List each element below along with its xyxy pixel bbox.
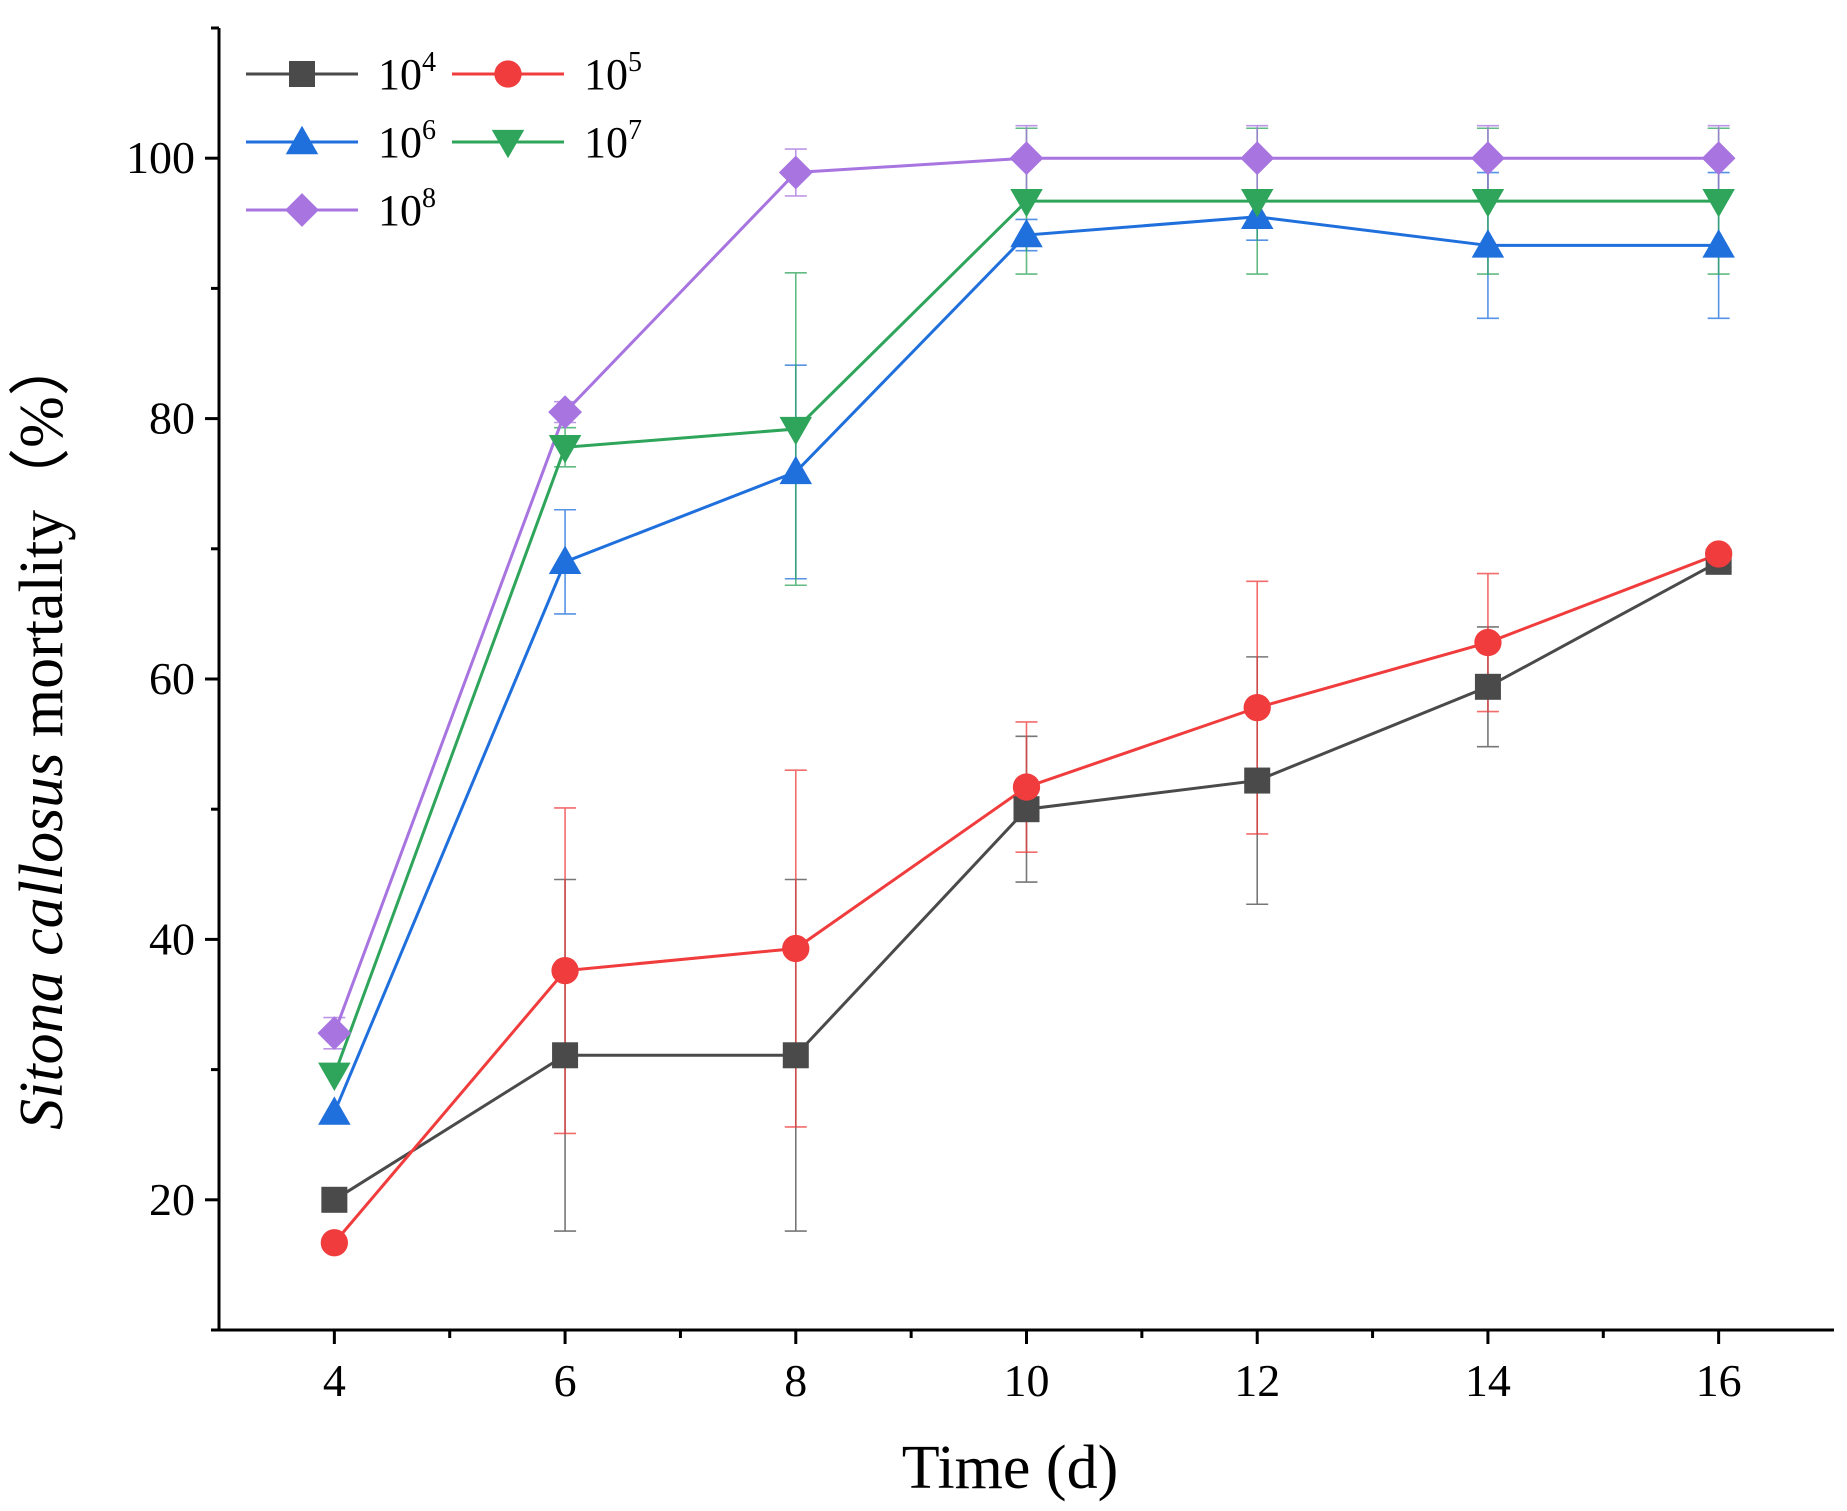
x-tick-label-12: 12	[1234, 1355, 1280, 1406]
point-series-10-5-x6	[551, 956, 579, 985]
x-axis-title: Time (d)	[902, 1434, 1118, 1502]
y-axis-title-measure: mortality	[8, 510, 76, 753]
point-series-10-5-x12	[1243, 693, 1271, 722]
legend-marker-10-5	[494, 60, 522, 88]
legend: 104 105 106 107 108	[246, 47, 642, 235]
point-series-10-7-x6	[548, 435, 582, 464]
point-series-10-8-x16	[1701, 141, 1736, 176]
x-tick-label-8: 8	[784, 1355, 807, 1406]
x-tick-label-4: 4	[323, 1355, 346, 1406]
legend-entry-10-7: 107	[452, 115, 642, 167]
line-series-10-8	[332, 156, 1719, 1034]
axes-layer: 20 40 60 80 100 4 6 8 10 12 14 16	[126, 26, 1834, 1406]
point-series-10-8-x4	[317, 1016, 352, 1051]
y-tick-label-20: 20	[149, 1174, 195, 1225]
point-series-10-6-x6	[548, 545, 582, 575]
point-series-10-5-x8	[782, 934, 810, 963]
point-series-10-4-x8	[782, 1042, 809, 1069]
legend-label-10-4: 104	[378, 47, 436, 99]
legend-label-10-5: 105	[584, 47, 642, 99]
point-series-10-8-x14	[1471, 141, 1505, 176]
legend-entry-10-5: 105	[452, 47, 642, 99]
point-series-10-5-x4	[320, 1229, 349, 1257]
y-tick-label-100: 100	[126, 132, 195, 183]
point-series-10-6-x16	[1702, 229, 1735, 258]
x-tick-label-6: 6	[554, 1355, 577, 1406]
y-axis-title-species: Sitona callosus	[8, 753, 76, 1130]
line-series-10-7	[332, 199, 1719, 1076]
point-series-10-4-x6	[552, 1042, 579, 1069]
x-tick-label-10: 10	[1004, 1355, 1050, 1406]
point-series-10-7-x10	[1010, 188, 1043, 218]
x-tick-label-14: 14	[1465, 1355, 1511, 1406]
point-series-10-7-x8	[779, 416, 813, 446]
point-series-10-6-x8	[779, 455, 813, 485]
point-series-10-8-x12	[1240, 141, 1275, 176]
point-series-10-8-x10	[1009, 141, 1044, 176]
point-series-10-4-x4	[321, 1186, 348, 1213]
markers-layer	[317, 141, 1736, 1257]
point-series-10-5-x14	[1474, 628, 1502, 657]
point-series-10-5-x10	[1012, 773, 1041, 801]
point-series-10-4-x12	[1244, 767, 1271, 794]
point-series-10-8-x8	[778, 155, 813, 190]
point-series-10-6-x14	[1471, 229, 1505, 258]
point-series-10-7-x16	[1702, 188, 1735, 218]
legend-label-10-6: 106	[378, 115, 436, 167]
y-tick-label-40: 40	[149, 913, 195, 964]
y-axis-title: Sitona callosus mortality（%）	[8, 334, 76, 1130]
legend-marker-10-6	[285, 125, 319, 155]
legend-marker-10-4	[289, 61, 315, 87]
legend-entry-10-8: 108	[246, 183, 436, 235]
legend-marker-10-7	[491, 129, 525, 159]
point-series-10-4-x14	[1474, 673, 1501, 700]
point-series-10-7-x12	[1240, 188, 1274, 218]
line-series-10-6	[332, 215, 1719, 1114]
legend-label-10-7: 107	[584, 115, 642, 167]
point-series-10-7-x4	[318, 1062, 351, 1092]
legend-label-10-8: 108	[378, 183, 436, 235]
point-series-10-8-x6	[548, 395, 582, 429]
point-series-10-6-x4	[318, 1096, 351, 1125]
y-axis-title-unit: （%）	[8, 334, 76, 510]
errorbars-layer	[323, 124, 1730, 1232]
point-series-10-5-x16	[1704, 540, 1733, 568]
y-tick-label-60: 60	[149, 653, 195, 704]
y-tick-label-80: 80	[149, 393, 195, 444]
legend-marker-10-8	[285, 193, 319, 227]
x-tick-label-16: 16	[1696, 1355, 1742, 1406]
legend-entry-10-6: 106	[246, 115, 436, 167]
point-series-10-6-x10	[1010, 218, 1043, 248]
legend-entry-10-4: 104	[246, 47, 436, 99]
lines-layer	[332, 156, 1720, 1244]
line-series-10-5	[333, 552, 1720, 1244]
point-series-10-7-x14	[1471, 188, 1505, 218]
